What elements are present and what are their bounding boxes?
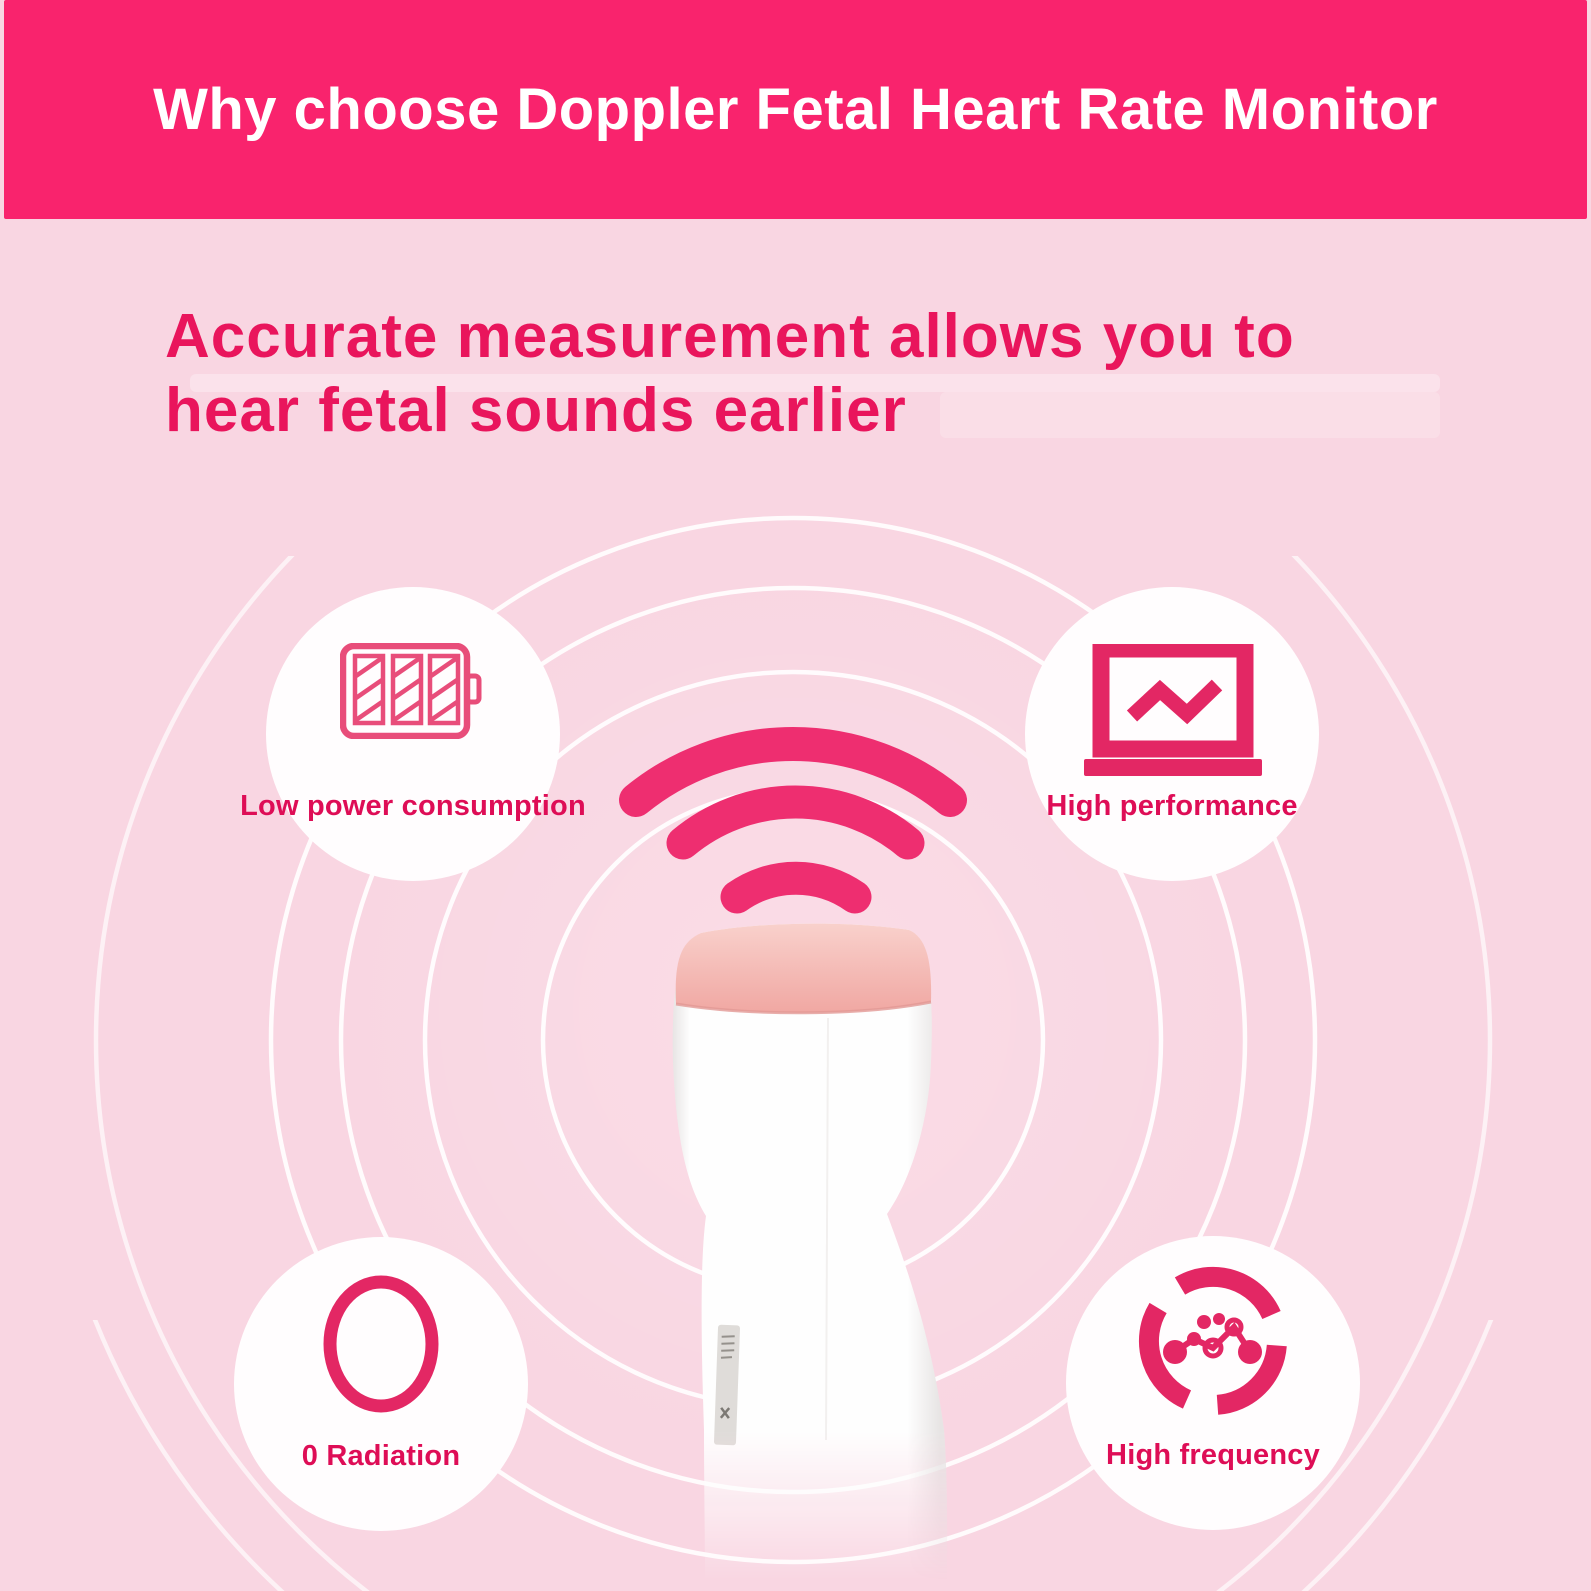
feature-label: Low power consumption [240, 790, 586, 822]
probe-sticker [714, 1324, 740, 1446]
wifi-waves-icon [619, 726, 967, 914]
laptop-trend-icon [1084, 644, 1262, 776]
headline-line-2: hear fetal sounds earlier [165, 376, 907, 445]
feature-label: 0 Radiation [301, 1440, 461, 1472]
watermark-strip [190, 374, 1440, 392]
header-banner: Why choose Doppler Fetal Heart Rate Moni… [4, 0, 1587, 219]
probe-body [672, 923, 948, 1591]
ring-5 [93, 556, 1493, 1591]
probe-band-edge [675, 1000, 932, 1015]
battery-icon [340, 643, 482, 739]
probe-seam [825, 1017, 829, 1441]
watermark-strip [940, 392, 1440, 438]
wifi-wave-outer [619, 726, 967, 817]
wifi-wave-inner [720, 861, 872, 914]
frequency-network-icon [1138, 1266, 1287, 1415]
headline: Accurate measurement allows you to hear … [165, 300, 1295, 448]
feature-zero-radiation: 0 Radiation [234, 1237, 528, 1531]
probe-shading [672, 923, 948, 1591]
wifi-wave-middle [666, 785, 925, 860]
feature-label: High frequency [1106, 1439, 1320, 1471]
probe-pink-band [675, 923, 932, 1013]
feature-low-power: Low power consumption [240, 587, 586, 881]
feature-label: High performance [1046, 790, 1298, 822]
feature-high-frequency: High frequency [1066, 1236, 1360, 1530]
headline-line-1: Accurate measurement allows you to [165, 302, 1295, 371]
zero-oval-icon [323, 1275, 439, 1413]
fetal-doppler-probe-photo [619, 726, 967, 1591]
feature-high-performance: High performance [1025, 587, 1319, 881]
page-title: Why choose Doppler Fetal Heart Rate Moni… [153, 77, 1438, 142]
